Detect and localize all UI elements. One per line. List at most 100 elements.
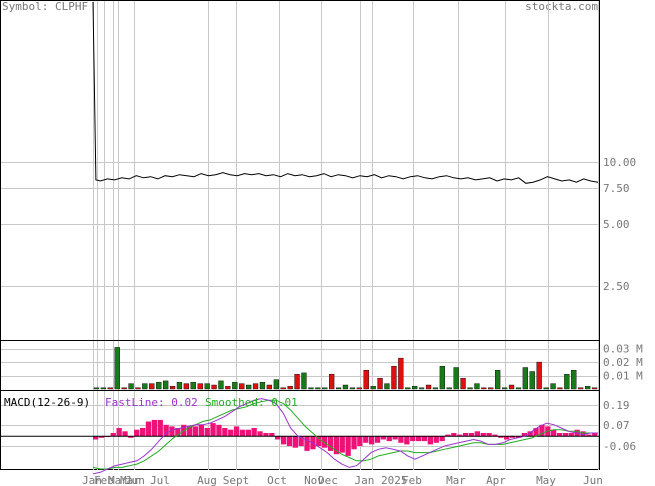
macd-histogram-bar — [222, 428, 228, 437]
volume-bar — [280, 387, 286, 390]
macd-histogram-bar — [374, 436, 381, 443]
price-tick-label: 2.50 — [603, 280, 630, 293]
volume-bar — [508, 384, 515, 390]
volume-bar — [578, 387, 584, 390]
macd-histogram-bar — [280, 436, 287, 445]
volume-bar — [335, 387, 342, 390]
volume-series — [93, 347, 598, 390]
macd-histogram-bar — [327, 436, 334, 451]
macd-histogram-bar — [439, 436, 445, 442]
price-series — [92, 1, 599, 184]
macd-histogram-bar — [316, 436, 322, 446]
volume-bar — [488, 387, 494, 390]
volume-bar — [543, 387, 549, 390]
price-tick-label: 5.00 — [603, 218, 630, 231]
macd-histogram-bar — [116, 428, 122, 437]
x-tick-label: May — [536, 474, 556, 486]
macd-tick-label: 0.19 — [603, 399, 630, 412]
macd-histogram-bar — [462, 433, 469, 437]
macd-histogram-bar — [386, 436, 392, 442]
macd-histogram-bar — [539, 424, 545, 437]
macd-histogram-bar — [228, 429, 234, 437]
macd-histogram-bar — [298, 436, 304, 446]
macd-histogram-bar — [251, 428, 257, 437]
macd-histogram-bar — [457, 434, 463, 437]
x-tick-label: Feb — [94, 474, 114, 486]
volume-bar — [342, 384, 349, 390]
volume-bar — [149, 383, 155, 390]
x-tick-label: Mar — [446, 474, 466, 486]
volume-bar — [384, 383, 390, 390]
volume-bar — [135, 387, 141, 390]
macd-histogram-bar — [216, 424, 222, 437]
macd-histogram-bar — [580, 431, 586, 437]
macd-histogram-bar — [110, 433, 116, 437]
x-tick-label: Jan — [82, 474, 102, 486]
macd-title: MACD(12-26-9) — [4, 396, 90, 409]
macd-histogram-bar — [233, 426, 240, 437]
macd-histogram-bar — [292, 436, 298, 448]
macd-histogram-bar — [451, 433, 457, 437]
macd-fastline — [92, 398, 598, 475]
macd-histogram-bar — [157, 419, 163, 437]
macd-histogram-bar — [169, 426, 175, 437]
macd-histogram-bar — [93, 436, 99, 440]
macd-histogram-bar — [421, 436, 428, 442]
macd-histogram-bar — [445, 434, 451, 437]
volume-bar — [266, 384, 272, 390]
macd-histogram-bar — [269, 433, 275, 437]
volume-bar — [405, 387, 411, 390]
y-tick-labels: 10.00 7.50 5.00 2.50 0.03 M0.02 M0.01 M 0.19 0… — [603, 156, 643, 453]
macd-histogram-bar — [498, 436, 504, 438]
volume-bar — [446, 387, 452, 390]
macd-histogram-bar — [562, 433, 569, 437]
x-tick-label: Mar — [108, 474, 128, 486]
volume-bar — [564, 374, 570, 390]
volume-bar — [349, 387, 356, 390]
macd-histogram-bar — [369, 436, 375, 445]
volume-bar — [356, 387, 362, 390]
macd-smoothed-line — [92, 399, 598, 470]
macd-histogram-bar — [392, 436, 398, 440]
macd-histogram-bar — [140, 428, 146, 437]
macd-histogram-bar — [357, 436, 363, 446]
macd-series — [1, 398, 599, 475]
volume-bar — [190, 382, 196, 390]
volume-bar — [259, 382, 266, 390]
macd-histogram-bar — [527, 431, 533, 437]
macd-histogram-bar — [556, 433, 563, 437]
volume-bar — [522, 367, 529, 390]
volume-bar — [273, 379, 279, 390]
macd-histogram-bar — [333, 436, 340, 455]
volume-bar — [418, 387, 425, 390]
volume-bar — [239, 383, 245, 390]
volume-bar — [460, 378, 466, 390]
macd-histogram-bar — [480, 433, 486, 437]
macd-histogram-bar — [134, 429, 140, 437]
macd-histogram-bar — [175, 428, 181, 437]
volume-bar — [176, 382, 183, 390]
volume-bar — [301, 372, 307, 390]
macd-histogram-bar — [509, 436, 516, 438]
macd-histogram-bar — [568, 433, 574, 437]
volume-bar — [93, 387, 100, 390]
volume-bar — [315, 387, 321, 390]
macd-histogram-bar — [492, 434, 498, 437]
volume-bar — [100, 387, 107, 390]
macd-histogram-bar — [504, 436, 510, 440]
volume-bar — [557, 387, 563, 390]
x-tick-label: Feb — [402, 474, 422, 486]
macd-histogram-bar — [404, 436, 410, 445]
volume-bar — [128, 383, 134, 390]
volume-bar — [467, 387, 473, 390]
macd-histogram-bar — [345, 436, 351, 456]
volume-bar — [308, 387, 314, 390]
macd-histogram-bar — [351, 436, 357, 450]
volume-bar — [495, 370, 501, 390]
macd-histogram-bar — [304, 436, 310, 451]
volume-bar — [329, 374, 335, 390]
macd-smoothed-label: Smoothed: 0.01 — [205, 396, 298, 409]
volume-bar — [391, 366, 397, 390]
volume-bar — [218, 380, 224, 390]
x-tick-label: Mar — [120, 474, 140, 486]
